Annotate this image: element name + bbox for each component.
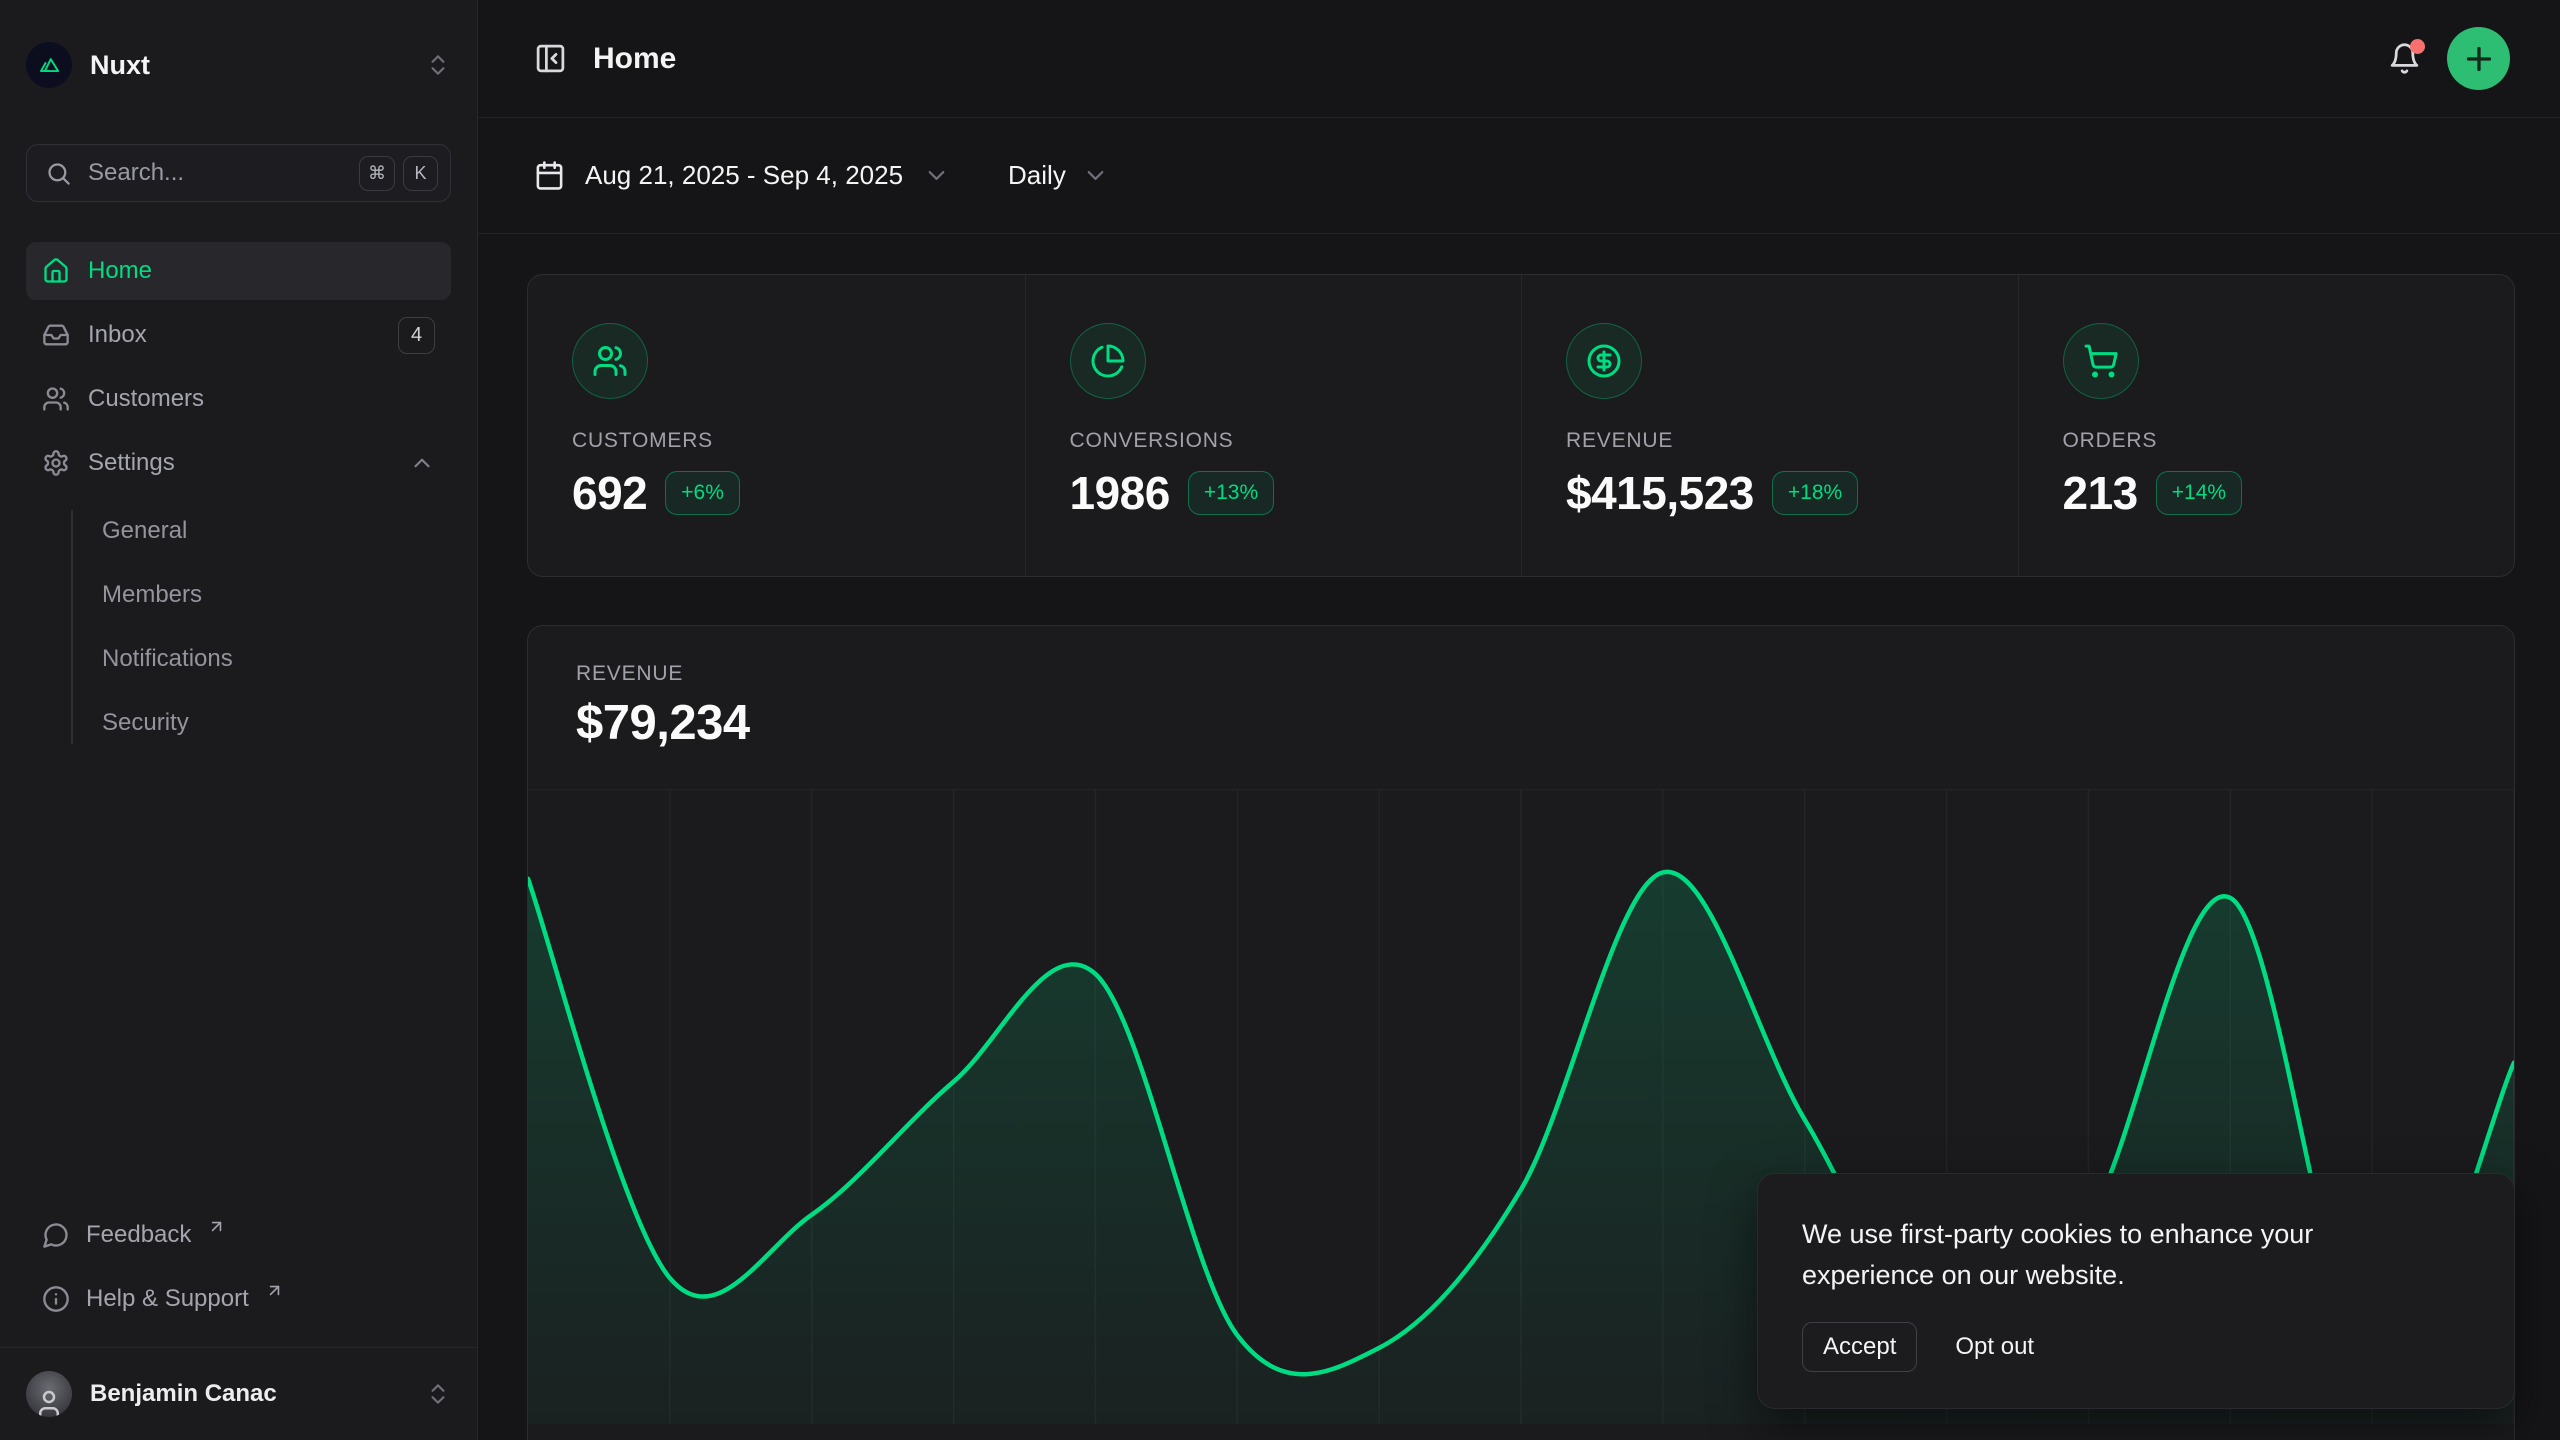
stat-card-conversions[interactable]: CONVERSIONS 1986 +13% xyxy=(1025,275,1522,576)
sidebar: Nuxt Search... ⌘ K xyxy=(0,0,478,1440)
sidebar-item-label: Settings xyxy=(88,449,175,477)
calendar-icon xyxy=(534,160,565,191)
app-window: Nuxt Search... ⌘ K xyxy=(0,0,2560,1440)
chevron-down-icon xyxy=(1082,162,1109,189)
workspace-switcher[interactable]: Nuxt xyxy=(26,42,451,88)
circle-dollar-icon xyxy=(1566,323,1642,399)
sidebar-nav: Home Inbox 4 Customers xyxy=(26,242,451,752)
sidebar-item-members[interactable]: Members xyxy=(102,566,451,624)
granularity-select[interactable]: Daily xyxy=(1008,160,1109,191)
stat-label: ORDERS xyxy=(2063,429,2471,453)
plus-icon xyxy=(2461,41,2497,77)
page-title: Home xyxy=(593,42,676,76)
notifications-button[interactable] xyxy=(2388,42,2421,75)
date-range-value: Aug 21, 2025 - Sep 4, 2025 xyxy=(585,160,903,191)
sidebar-item-label: Customers xyxy=(88,385,204,413)
sidebar-item-notifications[interactable]: Notifications xyxy=(102,630,451,688)
inbox-count-badge: 4 xyxy=(398,317,435,354)
stat-value: 692 xyxy=(572,466,647,520)
stats-row: CUSTOMERS 692 +6% CONVERSIONS 1986 +13% xyxy=(527,274,2515,577)
kbd-cmd: ⌘ xyxy=(359,156,395,191)
stat-delta-badge: +13% xyxy=(1188,471,1274,515)
filters-toolbar: Aug 21, 2025 - Sep 4, 2025 Daily xyxy=(478,118,2560,234)
users-icon xyxy=(42,385,70,413)
chevrons-up-down-icon xyxy=(425,1381,451,1407)
chevrons-up-down-icon xyxy=(425,52,451,78)
stat-delta-badge: +18% xyxy=(1772,471,1858,515)
optout-cookies-button[interactable]: Opt out xyxy=(1955,1333,2034,1361)
chevron-down-icon xyxy=(923,162,950,189)
pie-chart-icon xyxy=(1070,323,1146,399)
cookie-banner: We use first-party cookies to enhance yo… xyxy=(1757,1173,2515,1409)
gear-icon xyxy=(42,449,70,477)
user-name: Benjamin Canac xyxy=(90,1380,277,1408)
sidebar-item-inbox[interactable]: Inbox 4 xyxy=(26,306,451,364)
external-link-icon xyxy=(207,1217,226,1236)
stat-card-orders[interactable]: ORDERS 213 +14% xyxy=(2018,275,2515,576)
workspace-name: Nuxt xyxy=(90,50,150,81)
message-bubble-icon xyxy=(42,1221,70,1249)
user-menu[interactable]: Benjamin Canac xyxy=(0,1347,477,1440)
search-placeholder: Search... xyxy=(88,159,184,187)
settings-subnav: General Members Notifications Security xyxy=(26,502,451,752)
feedback-link[interactable]: Feedback xyxy=(26,1207,451,1263)
inbox-icon xyxy=(42,321,70,349)
chart-current-value: $79,234 xyxy=(576,695,2466,751)
search-icon xyxy=(45,160,72,187)
stat-card-customers[interactable]: CUSTOMERS 692 +6% xyxy=(528,275,1025,576)
help-support-link[interactable]: Help & Support xyxy=(26,1271,451,1327)
shopping-cart-icon xyxy=(2063,323,2139,399)
stat-label: CONVERSIONS xyxy=(1070,429,1478,453)
sidebar-item-customers[interactable]: Customers xyxy=(26,370,451,428)
sidebar-item-home[interactable]: Home xyxy=(26,242,451,300)
granularity-value: Daily xyxy=(1008,160,1066,191)
create-button[interactable] xyxy=(2447,27,2510,90)
date-range-picker[interactable]: Aug 21, 2025 - Sep 4, 2025 xyxy=(534,160,950,191)
stat-delta-badge: +14% xyxy=(2156,471,2242,515)
stat-label: REVENUE xyxy=(1566,429,1974,453)
sidebar-item-security[interactable]: Security xyxy=(102,694,451,752)
sidebar-item-general[interactable]: General xyxy=(102,502,451,560)
help-support-label: Help & Support xyxy=(86,1285,249,1313)
sidebar-item-label: Inbox xyxy=(88,321,147,349)
info-circle-icon xyxy=(42,1285,70,1313)
user-avatar xyxy=(26,1371,72,1417)
home-icon xyxy=(42,257,70,285)
panel-left-close-icon xyxy=(534,42,567,75)
notification-dot xyxy=(2410,39,2425,54)
sidebar-item-settings[interactable]: Settings xyxy=(26,434,451,492)
sidebar-item-label: Home xyxy=(88,257,152,285)
users-icon xyxy=(572,323,648,399)
stat-card-revenue[interactable]: REVENUE $415,523 +18% xyxy=(1521,275,2018,576)
feedback-label: Feedback xyxy=(86,1221,191,1249)
nuxt-logo-icon xyxy=(26,42,72,88)
chart-title: REVENUE xyxy=(576,662,2466,686)
page-header: Home xyxy=(478,0,2560,118)
stat-value: 213 xyxy=(2063,466,2138,520)
chevron-up-icon xyxy=(409,450,435,476)
external-link-icon xyxy=(265,1281,284,1300)
collapse-sidebar-button[interactable] xyxy=(534,42,567,75)
stat-delta-badge: +6% xyxy=(665,471,740,515)
main-area: Home Aug 21, 2 xyxy=(478,0,2560,1440)
stat-value: 1986 xyxy=(1070,466,1170,520)
kbd-k: K xyxy=(403,156,438,191)
stat-value: $415,523 xyxy=(1566,466,1754,520)
search-input[interactable]: Search... ⌘ K xyxy=(26,144,451,202)
stat-label: CUSTOMERS xyxy=(572,429,981,453)
accept-cookies-button[interactable]: Accept xyxy=(1802,1322,1917,1372)
cookie-message: We use first-party cookies to enhance yo… xyxy=(1802,1214,2442,1296)
